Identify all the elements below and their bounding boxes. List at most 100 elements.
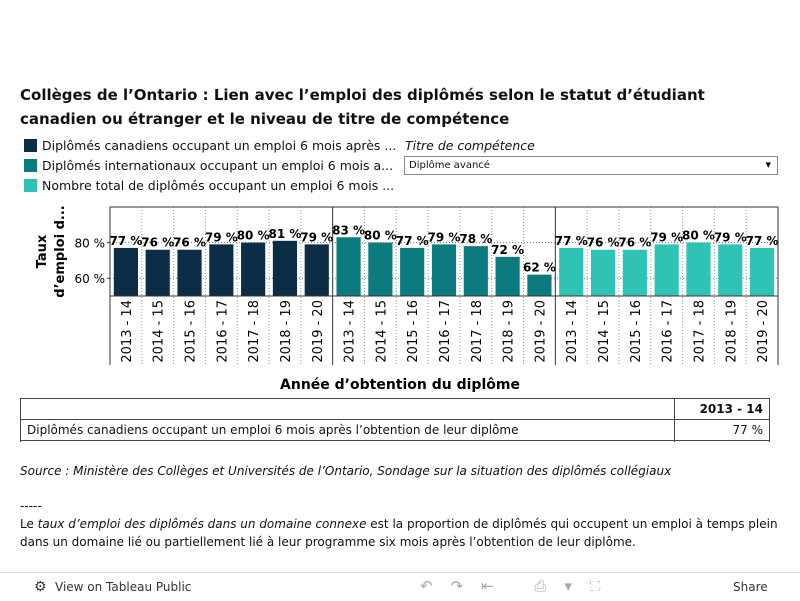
table-cell: 83 % — [674, 440, 770, 442]
header-cell: 2013 - 14 — [674, 398, 770, 420]
x-tick-label: 2018 - 19 — [502, 300, 517, 363]
toolbar: ⚙ View on Tableau Public ↶↷⇤ ⎙▾⛶ Share — [0, 572, 800, 601]
x-tick-label: 2015 - 16 — [406, 300, 421, 363]
x-tick-label: 2015 - 16 — [629, 300, 644, 363]
value-label: 79 % — [650, 230, 683, 244]
bar — [686, 242, 711, 296]
legend-item[interactable]: Nombre total de diplômés occupant un emp… — [24, 178, 394, 193]
x-tick-label: 2019 - 20 — [311, 300, 326, 363]
bar — [177, 249, 202, 296]
value-label: 62 % — [523, 261, 556, 275]
legend-swatch — [24, 179, 37, 192]
view-link[interactable]: View on Tableau Public — [55, 580, 192, 594]
plot-frame — [109, 206, 779, 297]
bar — [145, 249, 170, 296]
value-label: 78 % — [459, 232, 492, 246]
table-cell: 77 % — [674, 419, 770, 441]
legend-swatch — [24, 159, 37, 172]
x-tick-label: 2016 - 17 — [438, 300, 453, 363]
table-row: Diplômés internationaux occupant un empl… — [20, 440, 770, 442]
legend-label: Diplômés canadiens occupant un emploi 6 … — [42, 138, 397, 153]
table-cell: Diplômés internationaux occupant un empl… — [20, 440, 675, 442]
header-cell — [20, 398, 675, 420]
x-tick-label: 2014 - 15 — [597, 300, 612, 363]
note-text: Le — [20, 517, 38, 531]
table-cell: Diplômés canadiens occupant un emploi 6 … — [20, 419, 675, 441]
icon: ⚙ — [34, 579, 47, 595]
x-tick-label: 2016 - 17 — [215, 300, 230, 363]
x-tick-label: 2014 - 15 — [374, 300, 389, 363]
value-label: 76 % — [618, 236, 651, 250]
note-term: taux d’emploi des diplômés dans un domai… — [37, 517, 367, 531]
x-tick-label: 2016 - 17 — [661, 300, 676, 363]
separator: ----- — [20, 499, 42, 513]
value-label: 79 % — [205, 230, 238, 244]
note-text: est la proportion de diplômés qui occupe… — [20, 517, 778, 549]
value-label: 80 % — [682, 229, 715, 243]
chart-title: Collèges de l’Ontario : Lien avec l’empl… — [20, 86, 705, 128]
x-tick-label: 2019 - 20 — [533, 300, 548, 363]
y-tick-label: 80 % — [75, 237, 106, 251]
value-label: 79 % — [428, 230, 461, 244]
x-tick-label: 2017 - 18 — [692, 300, 707, 363]
bar — [241, 242, 266, 296]
x-tick-label: 2013 - 14 — [565, 300, 580, 363]
source: Source : Ministère des Collèges et Unive… — [20, 464, 672, 478]
x-tick-label: 2013 - 14 — [343, 300, 358, 363]
value-label: 83 % — [332, 223, 365, 237]
value-label: 76 % — [587, 236, 620, 250]
x-axis-label: Année d’obtention du diplôme — [280, 377, 520, 393]
x-tick-label: 2014 - 15 — [152, 300, 167, 363]
legend-item[interactable]: Diplômés internationaux occupant un empl… — [24, 158, 393, 173]
bar — [463, 246, 488, 296]
x-tick-label: 2013 - 14 — [120, 300, 135, 363]
legend-swatch — [24, 139, 37, 152]
bar — [304, 244, 329, 296]
bar — [400, 247, 425, 296]
value-label: 77 % — [109, 234, 142, 248]
x-tick-label: 2018 - 19 — [279, 300, 294, 363]
x-tick-label: 2015 - 16 — [184, 300, 199, 363]
x-tick-label: 2017 - 18 — [247, 300, 262, 363]
filter-dropdown[interactable]: Diplôme avancé — [404, 156, 778, 175]
filter-label: Titre de compétence — [405, 138, 535, 153]
value-label: 72 % — [491, 243, 524, 257]
y-axis-label: Taux — [35, 234, 50, 268]
x-tick-label: 2019 - 20 — [756, 300, 771, 363]
table-row: Diplômés canadiens occupant un emploi 6 … — [20, 419, 770, 441]
value-label: 80 % — [237, 229, 270, 243]
toolbar-icons: ↶↷⇤ ⎙▾⛶ — [420, 577, 619, 595]
legend-item[interactable]: Diplômés canadiens occupant un emploi 6 … — [24, 138, 396, 153]
value-label: 76 % — [141, 236, 174, 250]
chart: 60 % 80 % Taux d’emploi d... 77 % 2013 - 14 76… — [35, 205, 779, 393]
data-table: 2013 - 14 Diplômés canadiens occupant un … — [20, 398, 772, 442]
share-button[interactable]: Share — [733, 580, 768, 594]
y-axis-label: d’emploi d... — [53, 205, 68, 297]
bar — [527, 274, 552, 296]
bar — [272, 240, 298, 296]
bar — [495, 256, 520, 296]
note: Le taux d’emploi des diplômés dans un do… — [20, 515, 780, 551]
value-label: 77 % — [555, 234, 588, 248]
bar — [718, 244, 743, 296]
value-label: 79 % — [714, 230, 747, 244]
table-header: 2013 - 14 — [20, 398, 770, 420]
bar — [113, 247, 138, 296]
x-tick-label: 2017 - 18 — [470, 300, 485, 363]
value-label: 79 % — [300, 230, 333, 244]
bar — [654, 244, 679, 296]
x-tick-label: 2018 - 19 — [724, 300, 739, 363]
value-label: 77 % — [396, 234, 429, 248]
legend-label: Diplômés internationaux occupant un empl… — [42, 158, 394, 173]
bar — [622, 249, 647, 296]
legend-label: Nombre total de diplômés occupant un emp… — [42, 178, 395, 193]
bar — [590, 249, 616, 296]
bar — [431, 244, 457, 296]
bar — [368, 242, 393, 296]
bar — [750, 247, 775, 296]
bar — [559, 247, 584, 296]
value-label: 81 % — [268, 227, 301, 241]
value-label: 76 % — [173, 236, 206, 250]
value-label: 77 % — [746, 234, 779, 248]
